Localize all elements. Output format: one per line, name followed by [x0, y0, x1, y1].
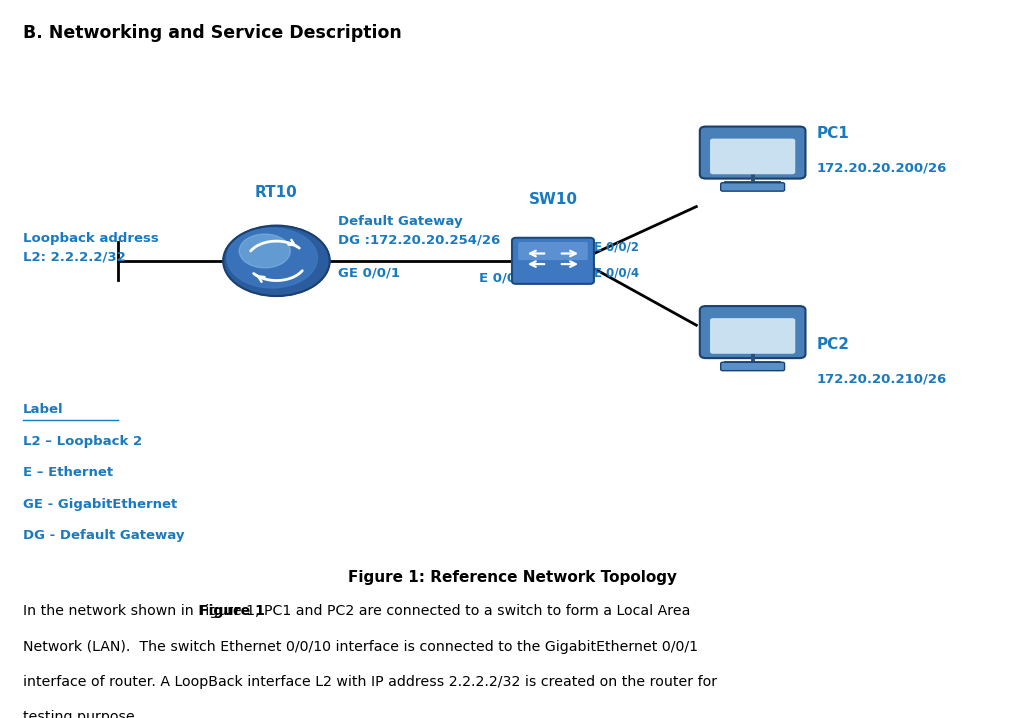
Text: SW10: SW10 [528, 192, 578, 207]
Text: DG :172.20.20.254/26: DG :172.20.20.254/26 [338, 234, 500, 247]
Text: 172.20.20.200/26: 172.20.20.200/26 [816, 162, 946, 174]
FancyBboxPatch shape [699, 306, 806, 358]
Text: Figure 1: Reference Network Topology: Figure 1: Reference Network Topology [347, 569, 677, 584]
Text: Default Gateway: Default Gateway [338, 215, 463, 228]
FancyBboxPatch shape [512, 238, 594, 284]
Text: GE - GigabitEthernet: GE - GigabitEthernet [23, 498, 177, 510]
Text: 172.20.20.210/26: 172.20.20.210/26 [816, 373, 946, 386]
Text: Figure 1: Figure 1 [199, 605, 264, 618]
Text: Network (LAN).  The switch Ethernet 0/0/10 interface is connected to the Gigabit: Network (LAN). The switch Ethernet 0/0/1… [23, 640, 697, 653]
Text: testing purpose.: testing purpose. [23, 710, 139, 718]
FancyBboxPatch shape [721, 183, 784, 191]
FancyBboxPatch shape [710, 139, 796, 174]
Text: E 0/0/4: E 0/0/4 [594, 266, 639, 279]
Text: Label: Label [23, 404, 63, 416]
Circle shape [240, 234, 291, 268]
Text: GE 0/0/1: GE 0/0/1 [338, 266, 400, 279]
Text: RT10: RT10 [255, 185, 298, 200]
Text: B. Networking and Service Description: B. Networking and Service Description [23, 24, 401, 42]
FancyBboxPatch shape [721, 363, 784, 370]
Text: E 0/0/2: E 0/0/2 [594, 241, 639, 253]
FancyBboxPatch shape [518, 242, 588, 260]
Circle shape [223, 225, 330, 296]
Text: L2 – Loopback 2: L2 – Loopback 2 [23, 435, 141, 448]
FancyBboxPatch shape [699, 126, 806, 179]
FancyBboxPatch shape [710, 318, 796, 354]
Text: E 0/0/10: E 0/0/10 [479, 271, 540, 284]
Text: Loopback address: Loopback address [23, 232, 159, 245]
Text: PC2: PC2 [816, 337, 849, 353]
Text: DG - Default Gateway: DG - Default Gateway [23, 528, 184, 541]
Text: E – Ethernet: E – Ethernet [23, 467, 113, 480]
Text: interface of router. A LoopBack interface L2 with IP address 2.2.2.2/32 is creat: interface of router. A LoopBack interfac… [23, 675, 717, 689]
Text: In the network shown in Figure 1, PC1 and PC2 are connected to a switch to form : In the network shown in Figure 1, PC1 an… [23, 605, 690, 618]
Text: L2: 2.2.2.2/32: L2: 2.2.2.2/32 [23, 251, 125, 264]
Circle shape [227, 228, 317, 288]
Text: PC1: PC1 [816, 126, 849, 141]
